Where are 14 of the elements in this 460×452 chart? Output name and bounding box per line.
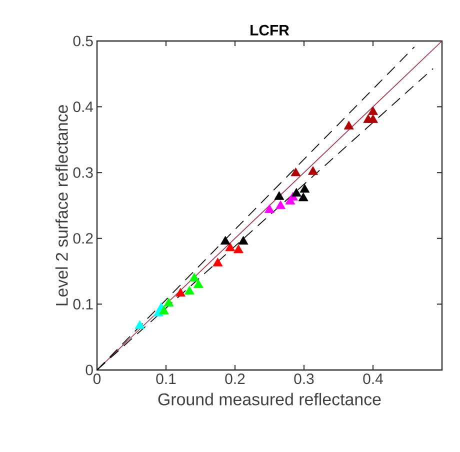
x-tick-label: 0: [93, 374, 101, 384]
y-tick-label: 0.4: [73, 101, 94, 112]
y-tick-label: 0.2: [73, 233, 93, 244]
y-axis-title: Level 2 surface reflectance: [55, 105, 68, 306]
x-tick-label: 0.4: [363, 374, 383, 384]
y-tick-label: 0.3: [73, 167, 93, 178]
chart-title: LCFR: [250, 24, 290, 36]
x-tick-label: 0.3: [294, 374, 314, 384]
x-tick-label: 0.1: [156, 374, 176, 384]
y-tick-label: 0.1: [73, 298, 93, 310]
x-axis-title: Ground measured reflectance: [158, 392, 381, 406]
y-tick-label: 0.5: [73, 36, 93, 46]
y-tick-label: 0: [86, 364, 93, 376]
x-tick-label: 0.2: [225, 374, 245, 384]
